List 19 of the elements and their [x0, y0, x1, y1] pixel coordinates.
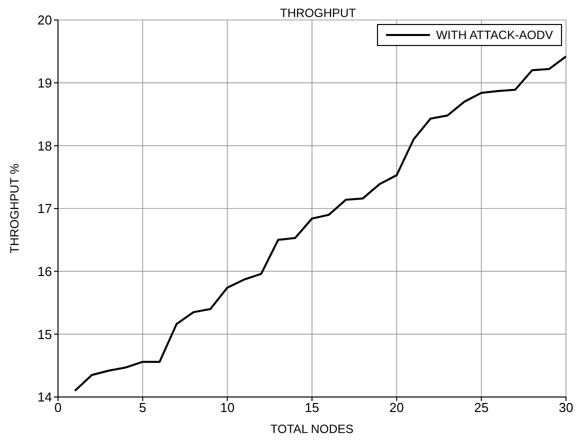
y-tick-label: 19 [38, 75, 52, 90]
y-tick-label: 15 [38, 326, 52, 342]
y-tick-label: 20 [38, 12, 52, 28]
y-tick-label: 18 [38, 138, 52, 154]
y-tick-label: 16 [38, 264, 52, 279]
x-tick-label: 10 [220, 400, 235, 416]
x-axis-title: TOTAL NODES [270, 422, 354, 436]
line-series [74, 55, 566, 392]
x-tick-label: 25 [474, 400, 489, 416]
legend-label: WITH ATTACK-AODV [436, 28, 553, 42]
x-tick-label: 15 [304, 400, 320, 416]
x-tick-label: 30 [558, 400, 574, 416]
y-tick-label: 14 [38, 390, 52, 405]
x-tick-label: 0 [54, 400, 62, 416]
x-tick-label: 5 [139, 400, 146, 416]
y-tick-label: 17 [38, 201, 52, 216]
chart-title: THROGHPUT [280, 6, 356, 20]
x-tick-label: 20 [389, 400, 404, 416]
y-axis-title: THROGHPUT % [7, 163, 22, 254]
